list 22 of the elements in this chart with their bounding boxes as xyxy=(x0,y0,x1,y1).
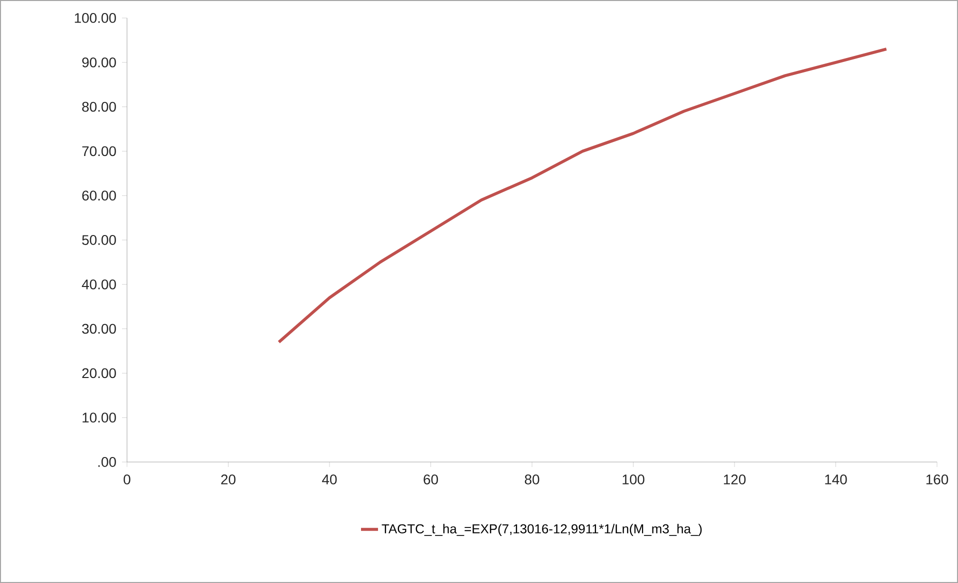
x-tick-label: 0 xyxy=(124,474,130,484)
y-tick-label: 10.00 xyxy=(82,412,116,423)
y-tick-label: 30.00 xyxy=(82,324,116,334)
y-tick-label: 80.00 xyxy=(82,102,116,112)
y-tick-label: 60.00 xyxy=(82,190,116,201)
y-tick-label: .00 xyxy=(98,457,116,467)
line-series xyxy=(277,48,888,344)
x-tick-label: 40 xyxy=(322,474,337,484)
legend-label: TAGTC_t_ha_=EXP(7,13016-12,9911*1/Ln(M_m3_ha_) xyxy=(382,524,702,536)
y-tick-label: 50.00 xyxy=(82,235,116,245)
y-tick-label: 90.00 xyxy=(82,57,116,68)
y-tick-label: 100.00 xyxy=(74,13,116,23)
x-tick-label: 80 xyxy=(524,474,540,484)
y-tick-label: 70.00 xyxy=(82,146,116,156)
y-tick-label: 40.00 xyxy=(82,279,116,290)
x-tick-label: 140 xyxy=(825,474,847,484)
y-tick-label: 20.00 xyxy=(82,368,116,378)
x-tick-label: 20 xyxy=(221,474,236,484)
x-tick-label: 100 xyxy=(622,474,644,484)
x-tick-label: 120 xyxy=(724,474,746,484)
x-tick-label: 160 xyxy=(926,474,948,484)
x-tick-label: 60 xyxy=(424,474,438,484)
